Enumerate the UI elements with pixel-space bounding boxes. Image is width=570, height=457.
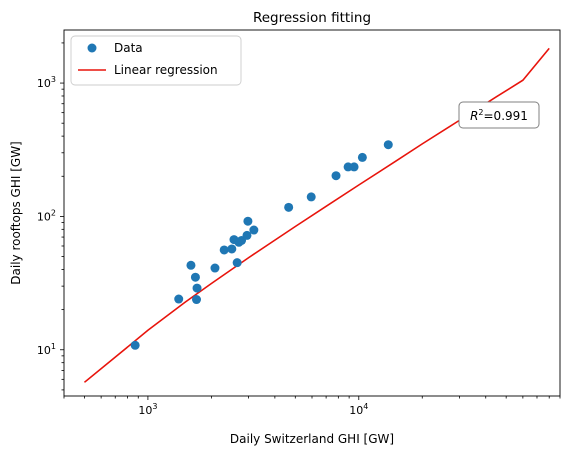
r-superscript: 2 bbox=[478, 108, 483, 117]
y-axis-ticks: 101 102 103 bbox=[37, 42, 64, 391]
legend-label-regression: Linear regression bbox=[114, 63, 218, 77]
data-point bbox=[249, 225, 259, 235]
data-point bbox=[219, 245, 229, 255]
y-tick-label: 101 bbox=[37, 342, 56, 357]
x-tick-label: 103 bbox=[138, 402, 157, 417]
data-point bbox=[130, 340, 140, 350]
data-point bbox=[383, 140, 393, 150]
y-tick-label: 102 bbox=[37, 208, 56, 223]
legend-box bbox=[70, 35, 242, 86]
data-point bbox=[243, 216, 253, 226]
r-squared-value: =0.991 bbox=[484, 109, 528, 123]
r-squared-annotation: R2=0.991 bbox=[458, 101, 540, 129]
x-axis-label: Daily Switzerland GHI [GW] bbox=[230, 432, 394, 446]
data-point bbox=[192, 295, 202, 305]
data-point bbox=[174, 294, 184, 304]
legend-data-marker bbox=[87, 43, 97, 53]
data-point bbox=[284, 202, 294, 212]
axes-frame bbox=[63, 29, 561, 397]
data-point bbox=[190, 272, 200, 282]
r-squared-text: R2=0.991 bbox=[470, 108, 528, 123]
data-point bbox=[331, 171, 341, 181]
annotation-box bbox=[458, 101, 540, 129]
legend: Data Linear regression bbox=[70, 35, 242, 86]
data-point bbox=[242, 230, 252, 240]
chart-title: Regression fitting bbox=[253, 10, 371, 26]
r-symbol: R bbox=[470, 109, 478, 123]
legend-label-data: Data bbox=[114, 41, 143, 55]
data-point bbox=[306, 192, 316, 202]
x-tick-label: 104 bbox=[349, 402, 368, 417]
data-point bbox=[357, 152, 367, 162]
data-point bbox=[186, 260, 196, 270]
data-point bbox=[227, 244, 237, 254]
y-tick-label: 103 bbox=[37, 75, 56, 90]
scatter-points-layer bbox=[130, 140, 393, 350]
y-axis-label: Daily rooftops GHI [GW] bbox=[9, 141, 23, 284]
data-point bbox=[210, 263, 220, 273]
data-point bbox=[192, 283, 202, 293]
x-axis-ticks: 103 104 bbox=[63, 396, 561, 417]
data-point bbox=[349, 162, 359, 172]
data-point bbox=[232, 258, 242, 268]
